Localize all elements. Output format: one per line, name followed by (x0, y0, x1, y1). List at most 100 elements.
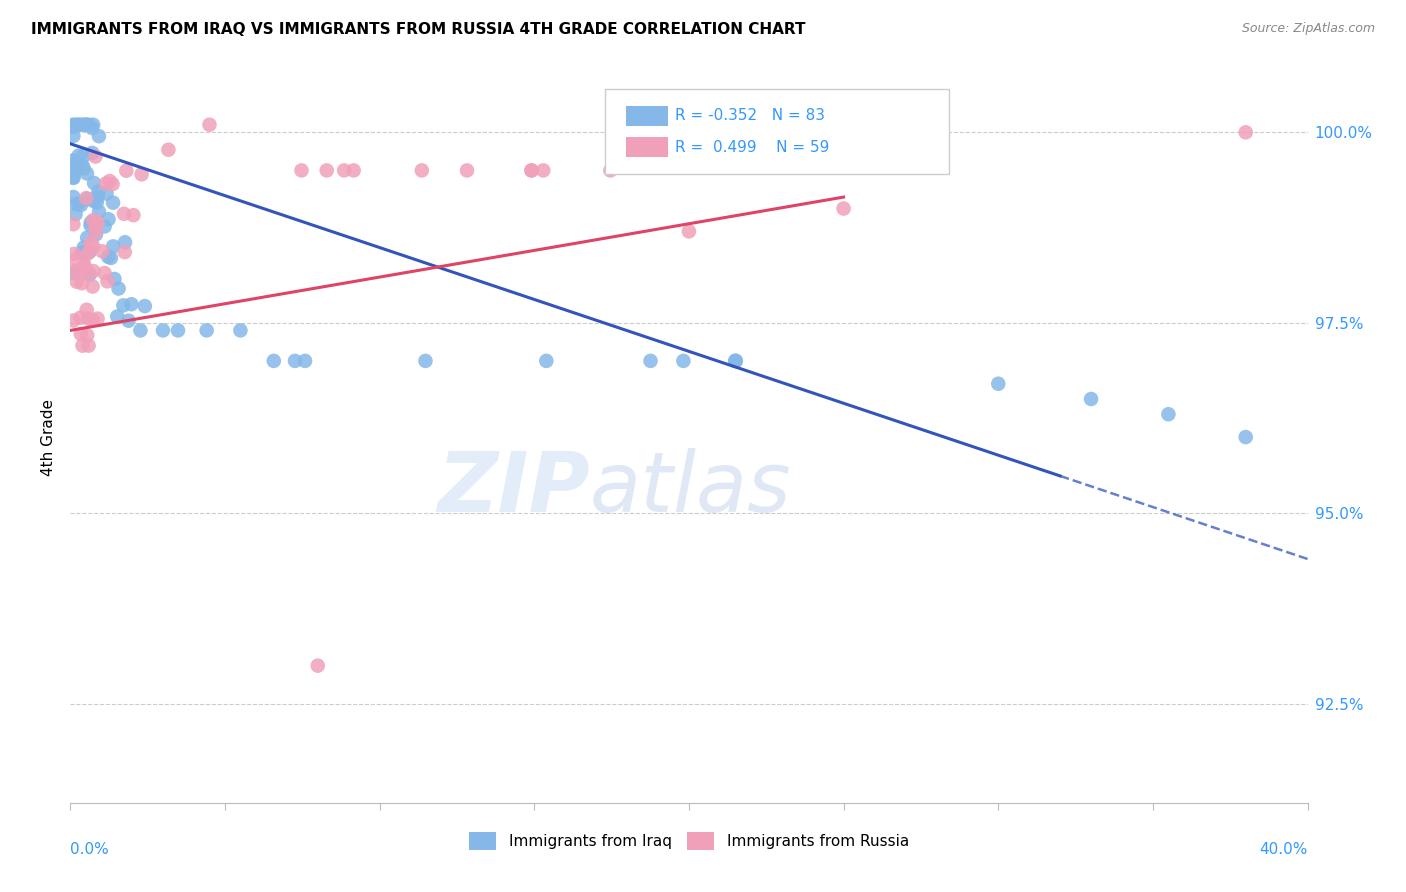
Text: ZIP: ZIP (437, 448, 591, 529)
Text: atlas: atlas (591, 448, 792, 529)
Point (103, 272, 125, 286)
Point (62, 217, 84, 231)
Point (1234, 125, 1257, 139)
Point (66, 154, 89, 169)
Point (62, 118, 84, 132)
Point (76, 302, 98, 317)
Point (115, 163, 138, 178)
Point (75, 249, 97, 263)
Point (152, 323, 174, 337)
Point (100, 251, 122, 265)
Point (98, 174, 121, 188)
Point (67, 118, 90, 132)
Point (678, 224, 700, 238)
Point (66, 275, 89, 289)
Point (411, 163, 433, 178)
Point (290, 163, 312, 178)
Point (415, 354, 437, 368)
Point (87, 185, 110, 199)
Point (91, 244, 114, 259)
Point (73, 240, 96, 254)
Point (1157, 407, 1180, 421)
Point (87, 129, 110, 144)
Text: 0.0%: 0.0% (70, 842, 110, 856)
Point (97, 250, 120, 264)
Point (724, 354, 747, 368)
Point (70, 277, 93, 291)
Point (62, 120, 84, 134)
Point (84, 227, 107, 242)
Point (198, 118, 221, 132)
Text: R =  0.499    N = 59: R = 0.499 N = 59 (675, 140, 830, 154)
Point (75, 118, 97, 132)
Point (80, 121, 103, 136)
Point (105, 310, 128, 324)
Point (129, 323, 152, 337)
Point (672, 354, 695, 368)
Point (94, 177, 117, 191)
Point (66, 118, 89, 132)
Point (343, 163, 366, 178)
Point (536, 354, 558, 368)
Point (80, 215, 103, 229)
Text: 4th Grade: 4th Grade (41, 399, 55, 475)
Point (82, 118, 104, 132)
Legend: Immigrants from Iraq, Immigrants from Russia: Immigrants from Iraq, Immigrants from Ru… (470, 832, 908, 850)
Point (67, 196, 90, 211)
Point (987, 376, 1010, 391)
Point (333, 163, 356, 178)
Point (640, 354, 662, 368)
Point (86, 215, 108, 229)
Point (73, 260, 96, 274)
Point (77, 245, 100, 260)
Point (84, 149, 107, 163)
Point (62, 313, 84, 327)
Point (65, 197, 87, 211)
Point (101, 177, 124, 191)
Point (96, 274, 118, 288)
Point (520, 163, 543, 178)
Point (97, 212, 120, 227)
Point (76, 192, 98, 206)
Point (65, 207, 87, 221)
Point (195, 323, 218, 337)
Point (1358, 499, 1381, 513)
Point (63, 118, 86, 132)
Point (73, 259, 96, 273)
Point (832, 202, 855, 216)
Point (62, 120, 84, 134)
Point (77, 118, 100, 132)
Point (63, 263, 86, 277)
Point (93, 219, 115, 234)
Point (65, 252, 87, 266)
Point (724, 354, 747, 368)
Point (82, 239, 104, 253)
Point (82, 313, 104, 327)
Point (1234, 430, 1257, 444)
Point (62, 266, 84, 280)
Point (62, 128, 84, 143)
Point (307, 658, 329, 673)
Point (77, 266, 100, 280)
Point (531, 163, 554, 178)
Point (76, 328, 98, 343)
Point (70, 198, 93, 212)
Point (69, 262, 91, 277)
Point (157, 143, 180, 157)
Point (79, 245, 101, 260)
Point (79, 219, 101, 233)
Point (112, 207, 135, 221)
Point (62, 170, 84, 185)
Point (70, 246, 93, 260)
Point (86, 311, 108, 326)
Point (107, 281, 129, 295)
Point (114, 245, 136, 260)
Point (117, 314, 139, 328)
Point (229, 323, 252, 337)
Point (120, 297, 142, 311)
Point (72, 158, 94, 172)
Point (1080, 392, 1102, 406)
Point (101, 195, 124, 210)
Point (86, 195, 108, 210)
Point (167, 323, 190, 337)
